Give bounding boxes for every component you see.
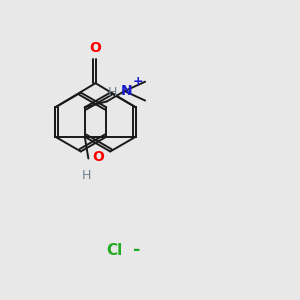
Text: N: N (121, 84, 133, 98)
Text: +: + (132, 75, 143, 88)
Text: O: O (92, 150, 104, 164)
Text: H: H (107, 86, 117, 99)
Text: O: O (90, 41, 101, 56)
Text: Cl: Cl (106, 243, 123, 258)
Text: -: - (133, 241, 140, 259)
Text: H: H (82, 169, 92, 182)
